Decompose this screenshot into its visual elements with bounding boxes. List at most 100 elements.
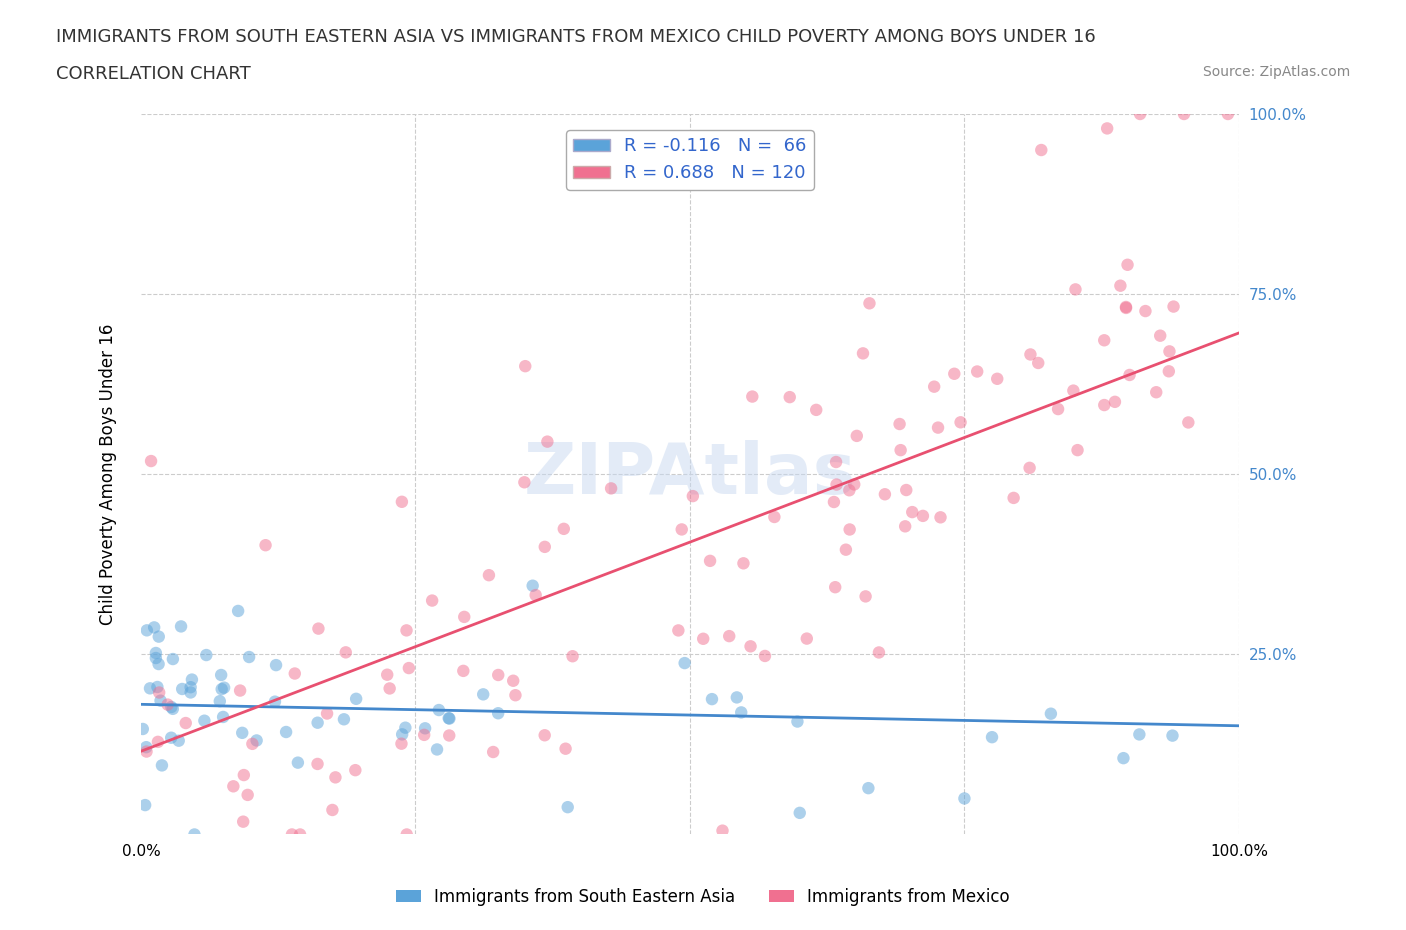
Point (160, 730, 183, 745)
Point (901, 505, 924, 520)
Point (1039, 706, 1062, 721)
Point (806, 403, 828, 418)
Point (146, 680, 169, 695)
Point (281, 827, 304, 842)
Point (232, 767, 254, 782)
Point (671, 522, 693, 537)
Point (231, 725, 253, 740)
Point (437, 711, 460, 725)
Point (522, 578, 544, 593)
Point (398, 660, 420, 675)
Point (699, 553, 721, 568)
Point (889, 417, 911, 432)
Point (222, 778, 245, 793)
Point (439, 728, 461, 743)
Point (143, 620, 166, 635)
Point (307, 756, 329, 771)
Point (1161, 728, 1184, 743)
Point (1031, 142, 1053, 157)
Point (1163, 299, 1185, 314)
Point (1144, 385, 1167, 400)
Point (139, 454, 162, 469)
Point (929, 510, 952, 525)
Point (226, 604, 249, 618)
Point (264, 694, 287, 709)
Point (666, 623, 689, 638)
Point (966, 364, 988, 379)
Point (1115, 300, 1137, 315)
Point (212, 710, 235, 724)
Point (789, 805, 811, 820)
Point (209, 668, 232, 683)
Point (557, 800, 579, 815)
Point (307, 715, 329, 730)
Point (536, 434, 558, 449)
Point (325, 770, 347, 785)
Point (453, 663, 475, 678)
Point (149, 693, 172, 708)
Point (740, 639, 762, 654)
Point (482, 745, 505, 760)
Point (858, 296, 880, 311)
Point (394, 720, 416, 735)
Point (391, 737, 413, 751)
Point (1064, 282, 1087, 297)
Point (208, 694, 231, 709)
Point (796, 631, 818, 646)
Point (505, 688, 527, 703)
Point (844, 477, 866, 492)
Point (232, 815, 254, 830)
Point (1173, 107, 1195, 122)
Point (824, 579, 846, 594)
Point (1062, 383, 1084, 398)
Point (852, 346, 875, 361)
Point (375, 667, 398, 682)
Point (426, 742, 449, 757)
Point (413, 727, 436, 742)
Point (868, 645, 890, 660)
Point (986, 371, 1008, 386)
Point (135, 623, 157, 638)
Point (700, 692, 723, 707)
Point (146, 735, 169, 750)
Point (135, 739, 157, 754)
Point (321, 803, 343, 817)
Point (533, 539, 555, 554)
Point (195, 647, 218, 662)
Point (513, 475, 536, 490)
Legend: R = -0.116   N =  66, R = 0.688   N = 120: R = -0.116 N = 66, R = 0.688 N = 120 (567, 130, 814, 190)
Point (1047, 402, 1070, 417)
Point (180, 685, 202, 700)
Y-axis label: Child Poverty Among Boys Under 16: Child Poverty Among Boys Under 16 (100, 324, 117, 625)
Point (730, 705, 752, 720)
Point (754, 648, 776, 663)
Point (287, 755, 309, 770)
Point (825, 477, 848, 492)
Point (825, 455, 848, 470)
Point (242, 737, 264, 751)
Point (554, 741, 576, 756)
Point (316, 706, 339, 721)
Point (439, 711, 461, 726)
Point (413, 721, 436, 736)
Point (1116, 258, 1139, 272)
Point (855, 589, 877, 604)
Point (981, 730, 1004, 745)
Point (553, 522, 575, 537)
Point (254, 538, 277, 552)
Point (927, 420, 949, 435)
Point (156, 698, 179, 712)
Point (211, 682, 233, 697)
Point (427, 702, 450, 717)
Point (145, 645, 167, 660)
Point (1157, 364, 1180, 379)
Point (150, 758, 173, 773)
Point (478, 567, 501, 582)
Point (274, 724, 297, 739)
Point (835, 542, 858, 557)
Text: ZIPAtlas: ZIPAtlas (523, 440, 856, 509)
Point (502, 673, 524, 688)
Point (524, 588, 547, 603)
Point (718, 629, 741, 644)
Point (1129, 107, 1152, 122)
